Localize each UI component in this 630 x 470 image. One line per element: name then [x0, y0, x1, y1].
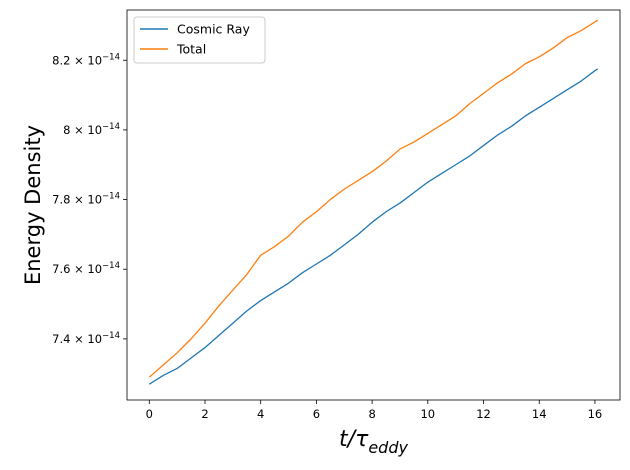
x-tick-label: 14 — [532, 407, 547, 421]
x-axis-title-base: t/τ — [339, 427, 369, 452]
x-axis-title: t/τeddy — [339, 427, 408, 457]
y-tick-label: 7.6 × 10−14 — [52, 261, 120, 276]
ticks-layer: 0 2 4 6 8 10 12 14 16 7.4 × 10−14 7.6 × 10−14 7.8 ×… — [52, 52, 602, 421]
series-line-cosmic-ray — [148, 68, 599, 385]
x-tick-label: 10 — [420, 407, 435, 421]
series-layer — [148, 19, 599, 385]
legend: Cosmic Ray Total — [133, 16, 266, 64]
x-tick-label: 8 — [368, 407, 375, 421]
plot-frame — [126, 9, 621, 401]
x-axis-title-subscript: eddy — [368, 438, 408, 457]
series-line-total — [148, 19, 599, 378]
y-tick-label: 7.8 × 10−14 — [52, 192, 120, 207]
y-axis-title: Energy Density — [21, 125, 45, 285]
legend-label-cosmic-ray: Cosmic Ray — [177, 22, 250, 37]
y-tick-label: 8.2 × 10−14 — [52, 52, 120, 67]
legend-label-total: Total — [176, 42, 206, 57]
x-tick-label: 6 — [313, 407, 320, 421]
y-tick-label: 8 × 10−14 — [63, 122, 120, 137]
x-tick-label: 12 — [476, 407, 491, 421]
y-tick-label: 7.4 × 10−14 — [52, 331, 120, 346]
x-tick-label: 2 — [201, 407, 208, 421]
x-tick-label: 16 — [588, 407, 603, 421]
x-tick-label: 0 — [146, 407, 153, 421]
x-tick-label: 4 — [257, 407, 264, 421]
